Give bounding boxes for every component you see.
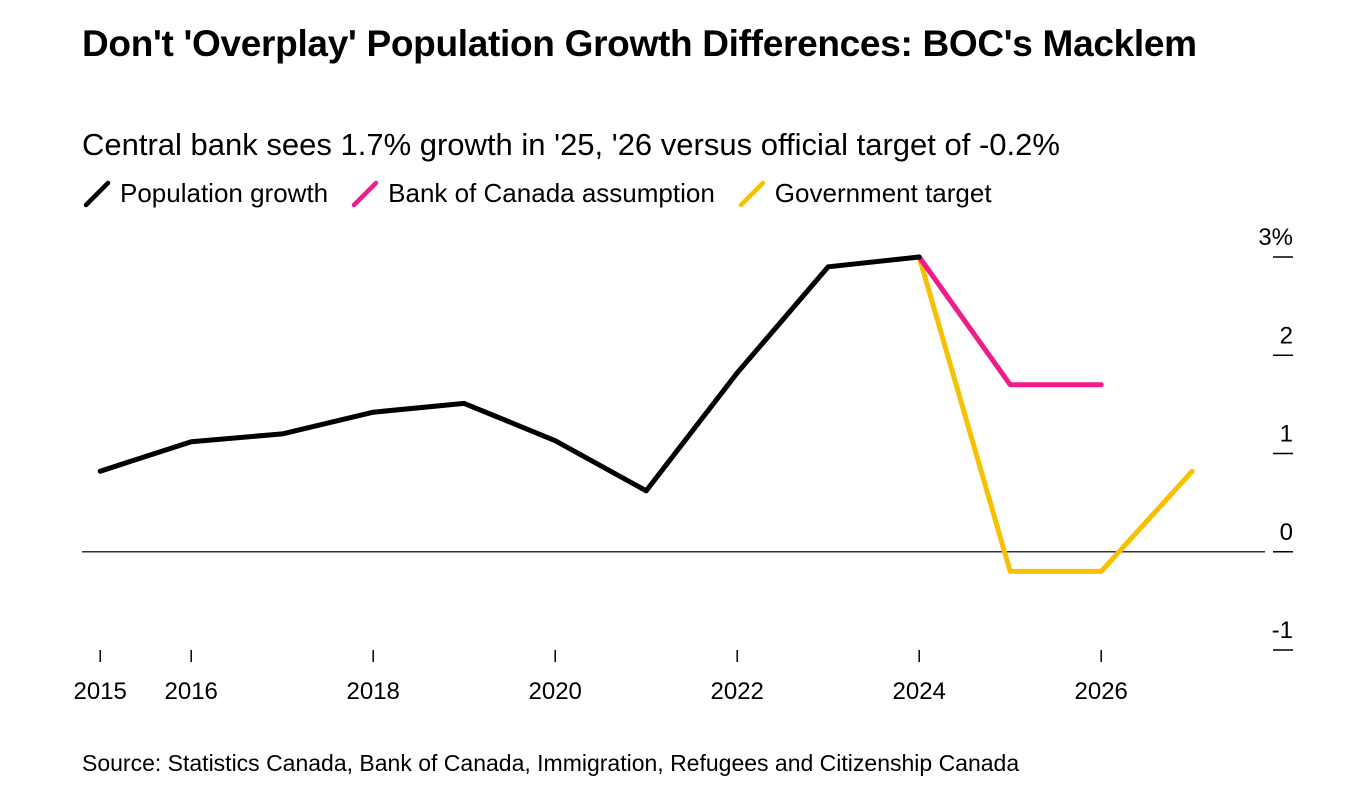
x-tick-label: 2016 [165,678,218,705]
legend-label: Bank of Canada assumption [388,178,715,208]
diagonal-line-icon [738,180,766,207]
legend-label: Population growth [120,178,329,208]
y-tick-label: 3% [1258,224,1293,251]
series-line-population-growth [97,254,922,494]
y-tick-label: -1 [1272,617,1293,644]
legend-swatch-line [351,180,379,207]
chart-title: Don't 'Overplay' Population Growth Diffe… [82,23,1197,64]
y-tick-label: 1 [1280,421,1293,448]
series-line-bank-of-canada-assumption [916,254,1104,388]
x-tick-label: 2026 [1075,678,1128,705]
legend-item-government-target: Government target [737,178,992,209]
x-tick-label: 2022 [711,678,764,705]
series-line-government-target [916,254,1195,574]
source-note: Source: Statistics Canada, Bank of Canad… [82,750,1020,776]
x-tick-label: 2024 [893,678,946,705]
y-tick-label: 2 [1280,322,1293,349]
x-tick-label: 2020 [529,678,582,705]
legend-swatch-line [83,180,111,207]
y-tick-label: 0 [1280,519,1293,546]
diagonal-line-icon [351,180,379,207]
legend-item-population-growth: Population growth [82,178,328,209]
diagonal-line-icon [83,180,111,207]
line-chart: 3% 2 1 0 -1 2015 2016 2018 2020 2022 2024 2026 [74,224,1293,705]
chart-subtitle: Central bank sees 1.7% growth in '25, '2… [82,127,1060,162]
legend: Population growth Bank of Canada assumpt… [82,178,1014,209]
legend-swatch-line [738,180,766,207]
x-tick-label: 2015 [74,678,127,705]
legend-item-bank-of-canada-assumption: Bank of Canada assumption [350,178,715,209]
legend-label: Government target [774,178,992,208]
x-tick-label: 2018 [347,678,400,705]
